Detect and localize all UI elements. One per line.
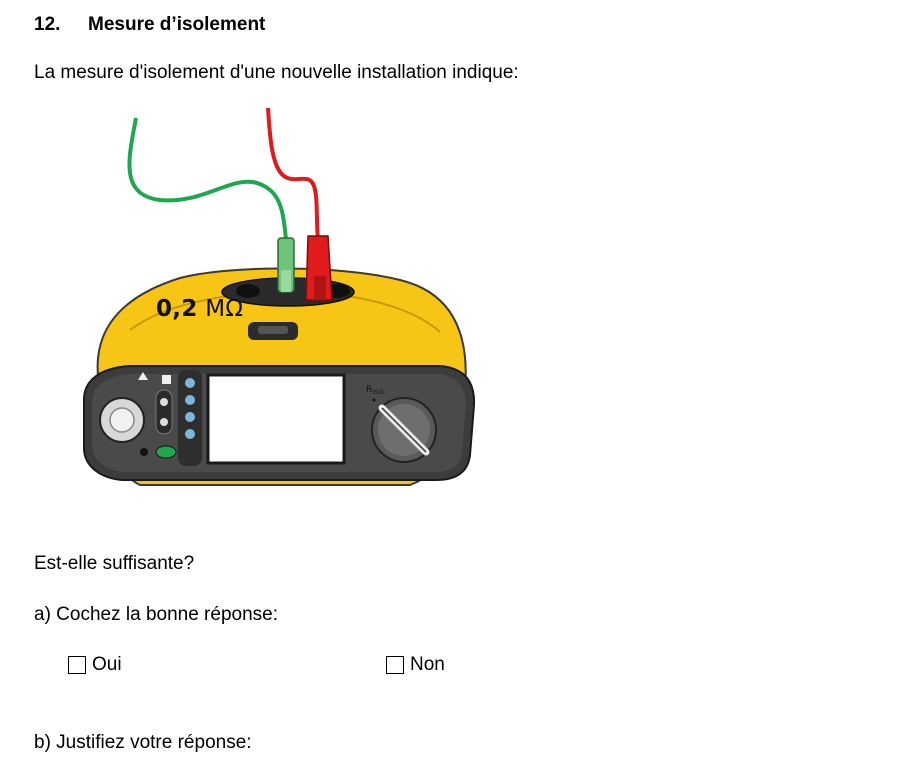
checkbox-non[interactable] <box>386 656 404 674</box>
svg-text:ISO: ISO <box>373 389 384 396</box>
display-number: 0,2 <box>156 296 198 322</box>
intro-text: La mesure d'isolement d'une nouvelle ins… <box>34 62 519 83</box>
option-non[interactable]: Non <box>386 654 445 676</box>
option-non-label: Non <box>410 654 445 675</box>
red-test-lead <box>266 107 320 241</box>
dial-label: R <box>366 385 372 395</box>
option-oui-label: Oui <box>92 654 122 675</box>
display-reading: 0,2 MΩ <box>156 296 243 322</box>
part-b-prompt: b) Justifiez votre réponse: <box>34 732 252 753</box>
part-a-prompt: a) Cochez la bonne réponse: <box>34 604 278 625</box>
display-screen <box>206 373 346 465</box>
display-unit: MΩ <box>205 296 244 322</box>
section-number: 12. <box>34 14 61 35</box>
option-oui[interactable]: Oui <box>68 654 122 676</box>
question-text: Est-elle suffisante? <box>34 553 195 574</box>
green-test-lead <box>127 117 288 241</box>
insulation-tester-illustration: R ISO <box>83 107 476 486</box>
section-heading: 12. Mesure d’isolement <box>34 14 265 36</box>
checkbox-oui[interactable] <box>68 656 86 674</box>
section-title: Mesure d’isolement <box>88 14 266 35</box>
